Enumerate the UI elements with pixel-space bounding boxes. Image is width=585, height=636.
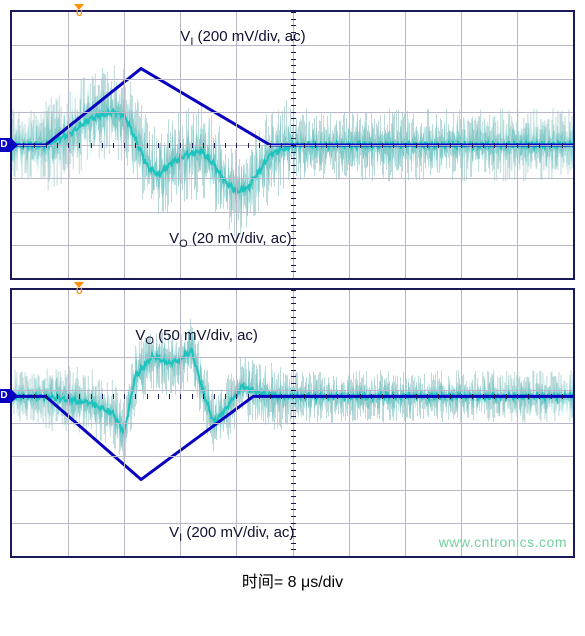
scope-container: DUVI (200 mV/div, ac)VO (20 mV/div, ac) … [10, 10, 575, 592]
trace-label: VI (200 mV/div, ac) [180, 28, 305, 48]
trace-label: VI (200 mV/div, ac) [169, 524, 294, 544]
trigger-marker: U [73, 4, 85, 14]
channel-marker: D [0, 138, 12, 152]
trigger-marker: U [73, 282, 85, 292]
watermark-text: www.cntronics.com [439, 534, 567, 550]
scope-panel-bottom: www.cntronics.com DUVO (50 mV/div, ac)VI… [10, 288, 575, 558]
channel-marker: D [0, 389, 12, 403]
timebase-caption: 时间= 8 μs/div [10, 568, 575, 592]
trace-label: VO (50 mV/div, ac) [135, 327, 258, 347]
scope-panel-top: DUVI (200 mV/div, ac)VO (20 mV/div, ac) [10, 10, 575, 280]
trace-label: VO (20 mV/div, ac) [169, 230, 292, 250]
